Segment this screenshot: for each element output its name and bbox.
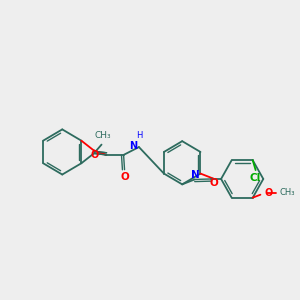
Text: H: H [136, 131, 142, 140]
Text: O: O [120, 172, 129, 182]
Text: CH₃: CH₃ [280, 188, 295, 197]
Text: O: O [264, 188, 272, 198]
Text: Cl: Cl [250, 173, 261, 183]
Text: N: N [191, 169, 200, 179]
Text: N: N [129, 141, 137, 151]
Text: CH₃: CH₃ [94, 131, 111, 140]
Text: O: O [209, 178, 218, 188]
Text: O: O [91, 150, 99, 161]
